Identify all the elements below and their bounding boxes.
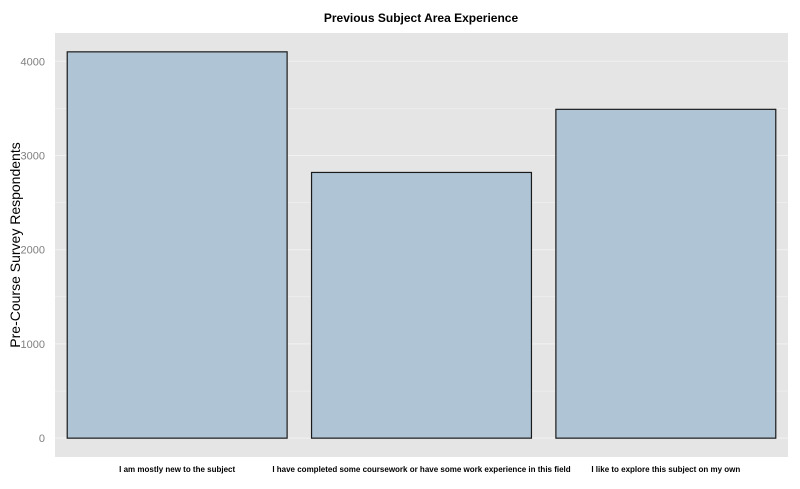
bar-3 xyxy=(555,108,777,439)
x-tick-label: I like to explore this subject on my own xyxy=(591,465,740,474)
x-axis-ticks: I am mostly new to the subject I have com… xyxy=(119,465,740,474)
bar-2 xyxy=(310,171,533,439)
x-tick-label: I have completed some coursework or have… xyxy=(272,465,570,474)
y-tick-label: 4000 xyxy=(21,56,45,68)
y-tick-label: 2000 xyxy=(21,245,45,257)
y-tick-label: 3000 xyxy=(21,150,45,162)
y-tick-label: 1000 xyxy=(21,339,45,351)
chart-title: Previous Subject Area Experience xyxy=(324,11,519,25)
x-tick-label: I am mostly new to the subject xyxy=(119,465,235,474)
y-tick-label: 0 xyxy=(39,433,45,445)
bar-1 xyxy=(66,51,288,439)
bars-group xyxy=(66,51,777,439)
y-axis-label: Pre-Course Survey Respondents xyxy=(7,142,23,347)
y-axis-ticks: 0 1000 2000 3000 4000 xyxy=(21,56,45,445)
